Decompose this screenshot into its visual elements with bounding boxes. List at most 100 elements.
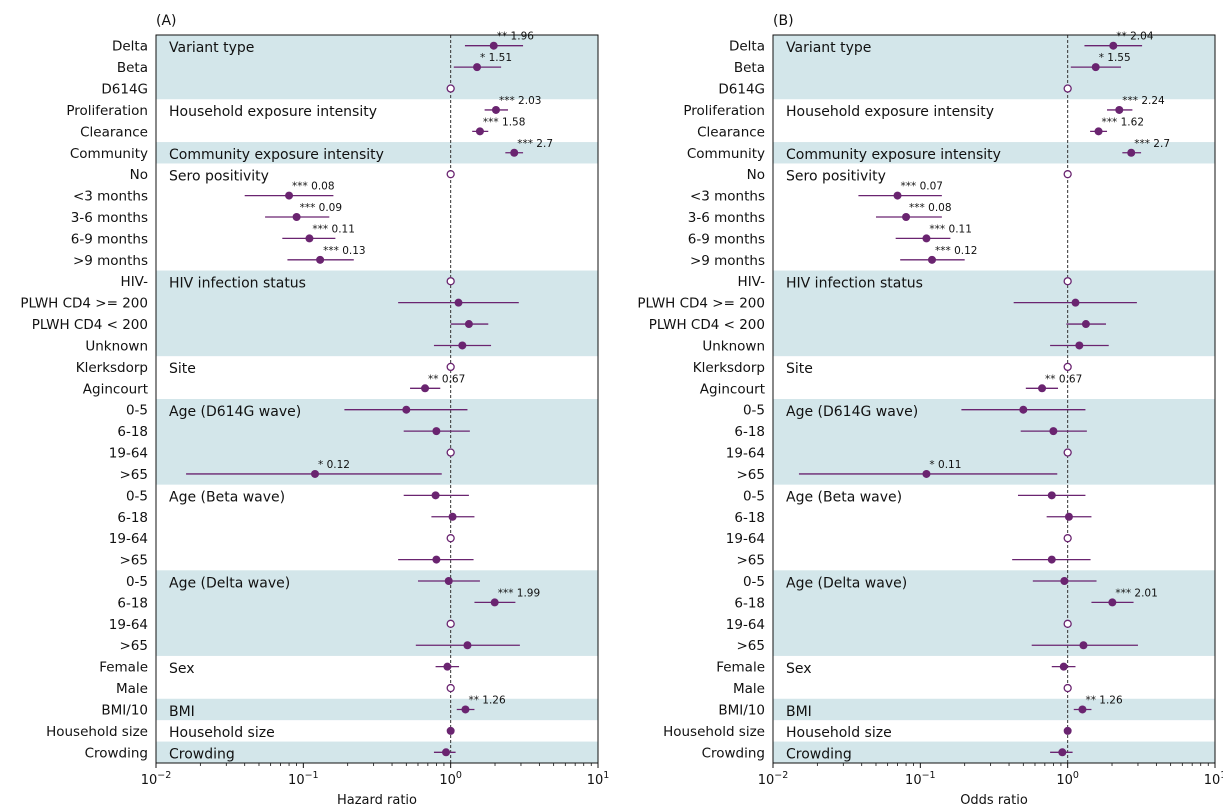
group-band bbox=[773, 270, 1215, 357]
row-label: PLWH CD4 < 200 bbox=[649, 317, 765, 333]
estimate-point bbox=[922, 234, 931, 243]
group-label: Sero positivity bbox=[786, 168, 886, 184]
reference-point bbox=[1063, 534, 1072, 543]
group-band bbox=[156, 142, 598, 164]
row-label: Klerksdorp bbox=[76, 360, 148, 376]
row-label: Clearance bbox=[80, 124, 148, 140]
reference-point bbox=[446, 84, 455, 93]
x-tick-label: 101 bbox=[587, 770, 610, 788]
estimate-point bbox=[431, 491, 440, 500]
group-label: Community exposure intensity bbox=[169, 147, 384, 163]
group-label: Site bbox=[786, 361, 813, 377]
reference-point bbox=[1063, 170, 1072, 179]
estimate-point bbox=[292, 213, 301, 221]
group-band bbox=[773, 741, 1215, 763]
x-tick-label: 101 bbox=[1204, 770, 1223, 788]
row-label: D614G bbox=[101, 82, 148, 98]
group-label: Community exposure intensity bbox=[786, 147, 1001, 163]
reference-point bbox=[446, 534, 455, 543]
row-label: BMI/10 bbox=[101, 702, 148, 718]
reference-point bbox=[1063, 448, 1072, 457]
estimate-point bbox=[463, 641, 472, 650]
reference-point bbox=[1063, 84, 1072, 93]
reference-point bbox=[446, 619, 455, 628]
row-label: Community bbox=[687, 146, 765, 162]
row-label: 3-6 months bbox=[71, 210, 148, 226]
estimate-point bbox=[432, 555, 441, 564]
row-label: Unknown bbox=[702, 338, 765, 354]
row-label: Clearance bbox=[697, 124, 765, 140]
estimate-label: *** 2.24 bbox=[1122, 95, 1165, 107]
row-label: <3 months bbox=[690, 189, 765, 205]
estimate-label: * 0.11 bbox=[929, 459, 961, 471]
estimate-point bbox=[285, 191, 294, 200]
estimate-label: *** 0.09 bbox=[300, 202, 342, 214]
group-label: Sex bbox=[169, 661, 195, 677]
estimate-label: *** 1.99 bbox=[498, 587, 540, 599]
reference-point bbox=[1063, 683, 1072, 693]
x-tick-label: 10−2 bbox=[141, 770, 172, 788]
group-band bbox=[156, 270, 598, 357]
panel-a: Variant type Household exposure intensity… bbox=[20, 13, 609, 807]
reference-point bbox=[446, 170, 455, 179]
estimate-point bbox=[1049, 427, 1058, 436]
row-label: Beta bbox=[734, 60, 765, 76]
panel-title: (A) bbox=[156, 13, 177, 29]
estimate-point bbox=[1038, 384, 1047, 393]
row-label: 6-9 months bbox=[688, 231, 765, 247]
group-band bbox=[156, 35, 598, 100]
panel-b: Variant type Household exposure intensity… bbox=[637, 13, 1223, 807]
group-label: Age (Delta wave) bbox=[786, 575, 907, 591]
group-label: Age (Beta wave) bbox=[786, 490, 902, 506]
estimate-point bbox=[1078, 705, 1087, 714]
row-label: PLWH CD4 < 200 bbox=[32, 317, 148, 333]
row-label: 0-5 bbox=[743, 488, 765, 504]
estimate-label: * 1.51 bbox=[480, 52, 512, 64]
estimate-point bbox=[1060, 577, 1069, 585]
row-label: Agincourt bbox=[700, 381, 765, 397]
row-label: Delta bbox=[112, 39, 148, 55]
row-label: <3 months bbox=[73, 189, 148, 205]
row-label: >65 bbox=[737, 553, 766, 569]
row-label: Household size bbox=[663, 724, 765, 740]
estimate-point bbox=[305, 234, 314, 243]
group-label: Age (D614G wave) bbox=[786, 404, 918, 420]
row-label: >65 bbox=[120, 553, 149, 569]
estimate-point bbox=[446, 726, 455, 735]
group-label: Sex bbox=[786, 661, 812, 677]
estimate-label: ** 0.67 bbox=[1045, 373, 1082, 385]
estimate-label: *** 2.7 bbox=[517, 138, 553, 150]
estimate-label: *** 1.62 bbox=[1102, 116, 1144, 128]
estimate-point bbox=[1094, 127, 1103, 136]
reference-point bbox=[446, 683, 455, 693]
estimate-point bbox=[464, 320, 473, 329]
estimate-point bbox=[310, 469, 319, 478]
estimate-point bbox=[316, 255, 325, 264]
estimate-point bbox=[458, 341, 467, 350]
row-label: Crowding bbox=[702, 745, 765, 761]
group-band bbox=[773, 142, 1215, 164]
estimate-label: *** 0.13 bbox=[323, 245, 365, 257]
row-label: Delta bbox=[729, 39, 765, 55]
row-label: Household size bbox=[46, 724, 148, 740]
row-label: Male bbox=[733, 681, 765, 697]
estimate-label: ** 2.04 bbox=[1116, 31, 1154, 43]
estimate-label: *** 1.58 bbox=[483, 116, 525, 128]
group-band bbox=[156, 698, 598, 721]
group-label: Variant type bbox=[169, 40, 254, 56]
group-label: Age (D614G wave) bbox=[169, 404, 301, 420]
estimate-label: *** 0.11 bbox=[312, 223, 354, 235]
row-label: 19-64 bbox=[726, 617, 765, 633]
estimate-label: ** 1.26 bbox=[468, 694, 506, 706]
x-tick-label: 10−1 bbox=[288, 770, 319, 788]
group-label: Household exposure intensity bbox=[169, 104, 377, 120]
estimate-point bbox=[1063, 726, 1072, 735]
row-label: >9 months bbox=[73, 253, 148, 269]
estimate-point bbox=[490, 598, 499, 607]
row-label: No bbox=[130, 167, 148, 183]
group-label: HIV infection status bbox=[169, 276, 306, 292]
estimate-label: *** 2.03 bbox=[499, 95, 541, 107]
row-label: Proliferation bbox=[66, 103, 148, 119]
row-label: 6-18 bbox=[117, 424, 148, 440]
estimate-label: *** 0.12 bbox=[935, 245, 977, 257]
